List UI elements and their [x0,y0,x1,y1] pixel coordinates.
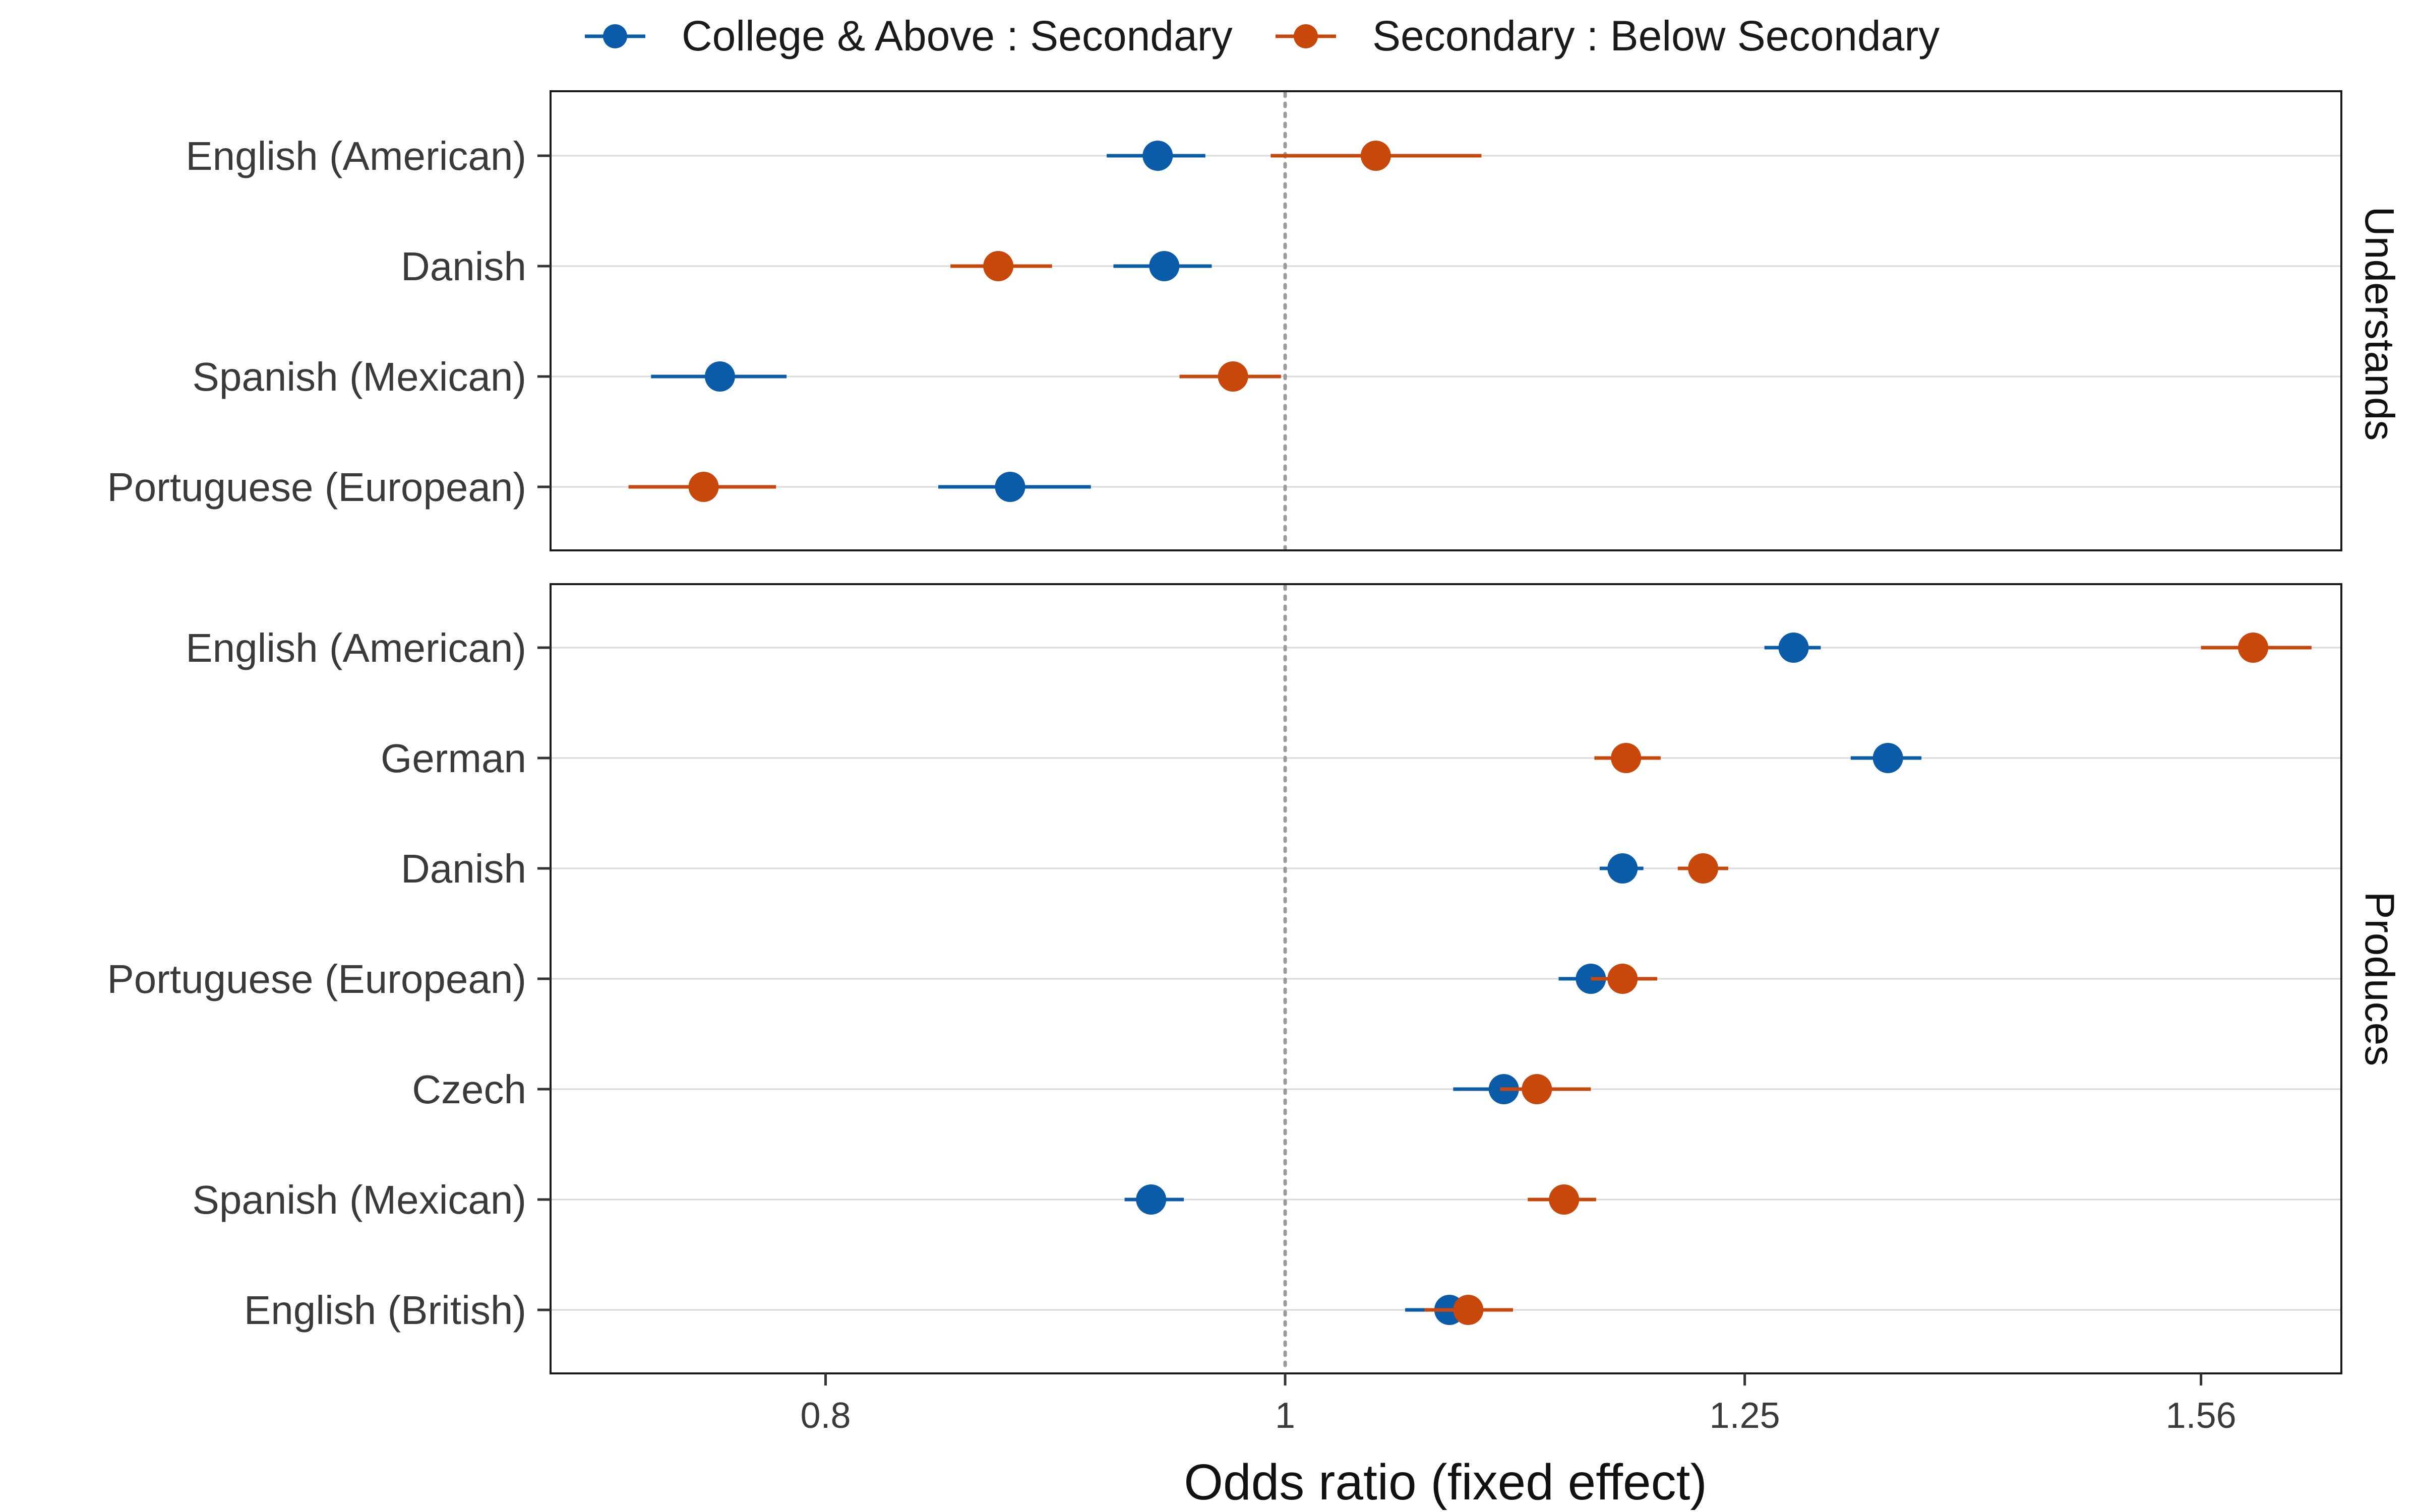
point-estimate [1453,1295,1484,1325]
x-axis: 0.8 1 1.25 1.56 [800,1373,2236,1436]
point-estimate [1549,1184,1580,1215]
strip-label-produces: Produces [2356,892,2402,1066]
x-tick-label: 1.25 [1710,1396,1780,1436]
strip-label-understands: Understands [2356,207,2402,441]
y-tick-label: German [381,736,526,781]
point-estimate [1360,141,1391,171]
panel-produces: English (American) German Danish Portuguese… [107,583,2402,1374]
y-tick-label: English (American) [186,625,526,670]
y-tick-label: English (British) [244,1288,526,1333]
point-estimate [1611,743,1642,773]
legend-key-1 [1294,24,1318,48]
point-estimate [1142,141,1173,171]
legend-label-1: Secondary : Below Secondary [1372,12,1940,59]
legend-label-0: College & Above : Secondary [682,12,1233,59]
y-tick-label: Spanish (Mexican) [193,354,527,399]
legend: College & Above : Secondary Secondary : … [585,12,1940,59]
legend-item-0: College & Above : Secondary [585,12,1233,59]
point-estimate [1218,361,1248,392]
panel-produces-y-axis: English (American) German Danish Portuguese… [107,625,551,1333]
panel-understands: English (American) Danish Spanish (Mexican… [107,90,2402,551]
legend-item-1: Secondary : Below Secondary [1276,12,1940,59]
x-tick-label: 0.8 [800,1396,851,1436]
x-tick-label: 1 [1275,1396,1295,1436]
panel-produces-marks [1124,633,2312,1325]
point-estimate [1778,633,1809,663]
point-estimate [1136,1184,1167,1215]
y-tick-label: Danish [401,846,526,891]
point-estimate [1872,743,1903,773]
y-tick-label: Portuguese (European) [107,957,526,1001]
point-estimate [1688,853,1719,884]
point-estimate [983,251,1014,281]
point-estimate [995,472,1025,502]
x-tick-label: 1.56 [2166,1396,2236,1436]
legend-key-0 [603,24,627,48]
point-estimate [1149,251,1180,281]
panel-understands-y-axis: English (American) Danish Spanish (Mexican… [107,134,551,510]
panel-understands-border [550,90,2342,551]
y-tick-label: English (American) [186,134,526,178]
point-estimate [1607,964,1638,994]
y-tick-label: Danish [401,244,526,289]
panel-produces-grid [551,647,2341,1311]
panel-understands-marks [628,141,1482,502]
point-estimate [1522,1074,1552,1104]
point-estimate [1607,853,1638,884]
point-estimate [2238,633,2269,663]
point-estimate [688,472,719,502]
point-estimate [704,361,735,392]
x-axis-title: Odds ratio (fixed effect) [1184,1454,1707,1510]
y-tick-label: Spanish (Mexican) [193,1177,527,1222]
y-tick-label: Czech [412,1067,526,1112]
y-tick-label: Portuguese (European) [107,465,526,510]
